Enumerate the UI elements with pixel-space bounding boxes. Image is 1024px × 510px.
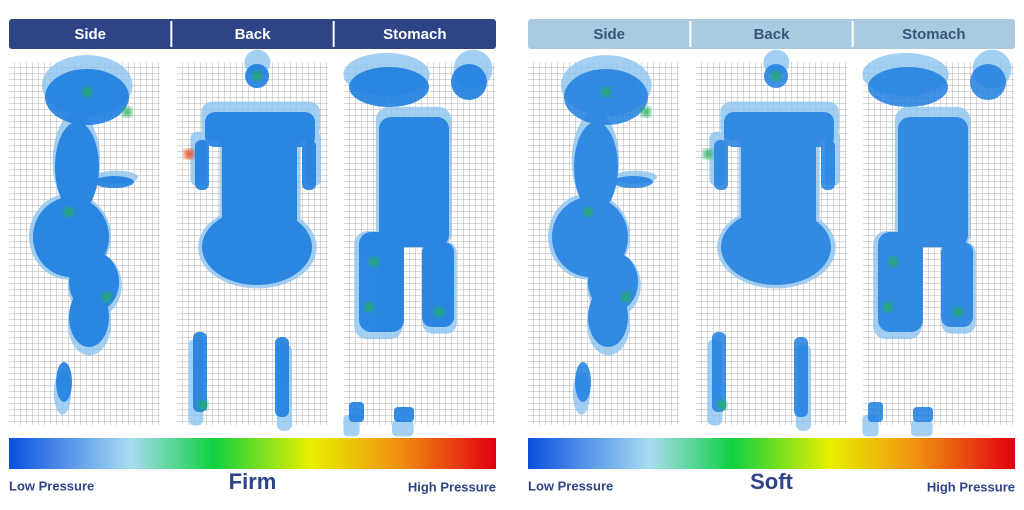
pressure-map xyxy=(177,49,328,431)
pressure-map xyxy=(528,55,679,425)
pressure-spot xyxy=(198,400,208,410)
pressure-spot xyxy=(771,71,781,81)
low-label: Low Pressure xyxy=(528,478,613,493)
pressure-spot xyxy=(621,292,631,302)
high-label: High Pressure xyxy=(408,479,496,494)
tab-bar xyxy=(9,19,496,49)
pressure-map xyxy=(696,49,847,431)
panel: Side Back Stomach Low Pressure High Pressure… xyxy=(528,19,1015,494)
pressure-spot xyxy=(883,302,893,312)
high-label: High Pressure xyxy=(927,479,1015,494)
pressure-body xyxy=(712,64,835,417)
pressure-spot xyxy=(364,302,374,312)
pressure-spot xyxy=(703,149,713,159)
pressure-spot xyxy=(888,257,898,267)
pressure-body xyxy=(193,64,316,417)
panel-title: Soft xyxy=(750,469,793,494)
pressure-spot xyxy=(953,307,963,317)
pressure-spot xyxy=(64,207,74,217)
pressure-spot xyxy=(122,107,132,117)
pressure-spot xyxy=(369,257,379,267)
pressure-spot xyxy=(601,87,611,97)
pressure-scale xyxy=(528,438,1015,469)
tab-bar xyxy=(528,19,1015,49)
pressure-scale xyxy=(9,438,496,469)
pressure-spot xyxy=(583,207,593,217)
tab: Back xyxy=(235,26,272,43)
pressure-map xyxy=(9,55,160,425)
pressure-spot xyxy=(82,87,92,97)
panel-title: Firm xyxy=(229,469,277,494)
pressure-body xyxy=(349,64,487,422)
tab: Side xyxy=(593,26,625,43)
pressure-map xyxy=(862,49,1014,437)
tab: Stomach xyxy=(383,26,446,43)
pressure-map xyxy=(343,49,495,437)
panel: Side Back Stomach Low Pressure High Pressure… xyxy=(9,19,496,494)
pressure-spot xyxy=(434,307,444,317)
tab: Side xyxy=(74,26,106,43)
tab: Stomach xyxy=(902,26,965,43)
low-label: Low Pressure xyxy=(9,478,94,493)
pressure-body xyxy=(868,64,1006,422)
pressure-spot xyxy=(252,71,262,81)
pressure-spot xyxy=(641,107,651,117)
pressure-spot xyxy=(102,292,112,302)
tab: Back xyxy=(754,26,791,43)
pressure-spot xyxy=(184,149,194,159)
pressure-spot xyxy=(717,400,727,410)
